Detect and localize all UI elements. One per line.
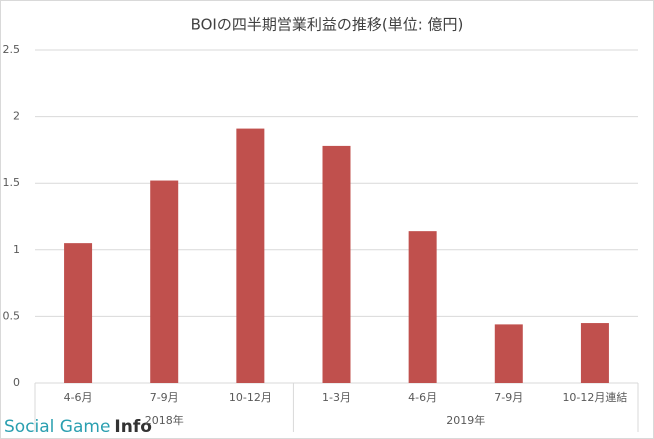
- x-tick-label: 4-6月: [408, 391, 437, 404]
- bar: [580, 323, 609, 383]
- bar: [64, 243, 93, 383]
- watermark-part: Social Game: [4, 417, 110, 437]
- x-tick-label: 7-9月: [150, 391, 179, 404]
- group-label: 2018年: [145, 413, 184, 427]
- bar: [236, 128, 265, 383]
- y-tick-label: 0: [13, 376, 20, 389]
- x-tick-label: 1-3月: [322, 391, 351, 404]
- y-tick-label: 1: [13, 243, 20, 256]
- x-tick-label: 10-12月連結: [562, 390, 627, 404]
- y-tick-label: 1.5: [3, 176, 21, 189]
- bar: [408, 231, 437, 383]
- bar: [322, 145, 351, 383]
- chart-title: BOIの四半期営業利益の推移(単位: 億円): [191, 16, 464, 34]
- bar: [150, 180, 179, 383]
- watermark-part: Info: [114, 417, 152, 437]
- y-tick-label: 0.5: [3, 309, 21, 322]
- bar: [494, 324, 523, 383]
- watermark: Social Game Info: [4, 417, 152, 437]
- x-tick-label: 7-9月: [494, 391, 523, 404]
- x-tick-label: 4-6月: [64, 391, 93, 404]
- x-tick-label: 10-12月: [229, 391, 272, 404]
- y-tick-label: 2.5: [3, 43, 21, 56]
- y-tick-label: 2: [13, 110, 20, 123]
- group-label: 2019年: [446, 413, 485, 427]
